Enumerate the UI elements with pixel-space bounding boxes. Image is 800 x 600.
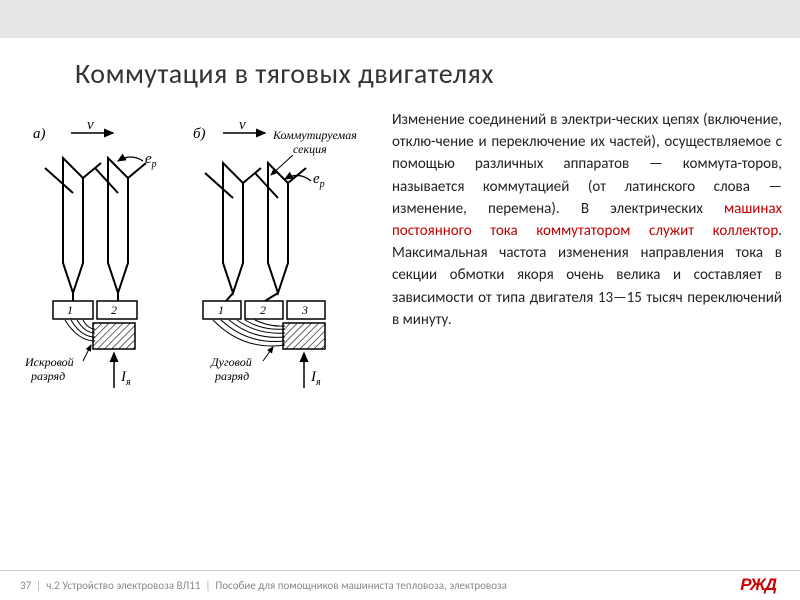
svg-text:Iя: Iя bbox=[120, 369, 131, 388]
body-text: Изменение соединений в электри-ческих це… bbox=[392, 105, 782, 453]
symbol-v-b: v bbox=[239, 117, 246, 133]
sekcija-label: секция bbox=[293, 142, 327, 156]
footer-book: Пособие для помощников машиниста теплово… bbox=[215, 579, 507, 592]
bar-a1: 1 bbox=[67, 303, 73, 317]
svg-text:eр: eр bbox=[313, 171, 325, 190]
bar-b1: 1 bbox=[218, 303, 224, 317]
kommut-label: Коммутируемая bbox=[272, 128, 357, 142]
symbol-v-a: v bbox=[87, 117, 94, 133]
label-b: б) bbox=[193, 126, 206, 142]
arc-label-2: разряд bbox=[214, 369, 249, 383]
spark-label-1: Искровой bbox=[24, 355, 74, 369]
footer: 37 | ч.2 Устройство электровоза ВЛ11 | П… bbox=[0, 570, 800, 600]
spark-label-2: разряд bbox=[30, 369, 65, 383]
footer-chapter: ч.2 Устройство электровоза ВЛ11 bbox=[46, 579, 200, 592]
er-sub-a: р bbox=[151, 159, 157, 170]
Isub-b: я bbox=[315, 377, 321, 388]
footer-sep-2: | bbox=[205, 579, 210, 592]
Isub-a: я bbox=[125, 377, 131, 388]
bar-b2: 2 bbox=[260, 303, 266, 317]
page-number: 37 bbox=[20, 579, 31, 592]
diagram-area: а) v eр 1 2 bbox=[18, 105, 378, 453]
arc-label-1: Дуговой bbox=[210, 355, 252, 369]
bar-b3: 3 bbox=[301, 303, 308, 317]
content-row: а) v eр 1 2 bbox=[0, 105, 800, 453]
commutation-diagram: а) v eр 1 2 bbox=[18, 113, 378, 453]
svg-text:Iя: Iя bbox=[310, 369, 321, 388]
rzd-logo: РЖД bbox=[740, 575, 776, 595]
svg-text:eр: eр bbox=[145, 151, 157, 170]
header-bar bbox=[0, 0, 800, 38]
bar-a2: 2 bbox=[111, 303, 117, 317]
er-sub-b: р bbox=[319, 179, 325, 190]
footer-sep-1: | bbox=[36, 579, 41, 592]
slide-title: Коммутация в тяговых двигателях bbox=[0, 38, 800, 105]
label-a: а) bbox=[33, 126, 46, 142]
